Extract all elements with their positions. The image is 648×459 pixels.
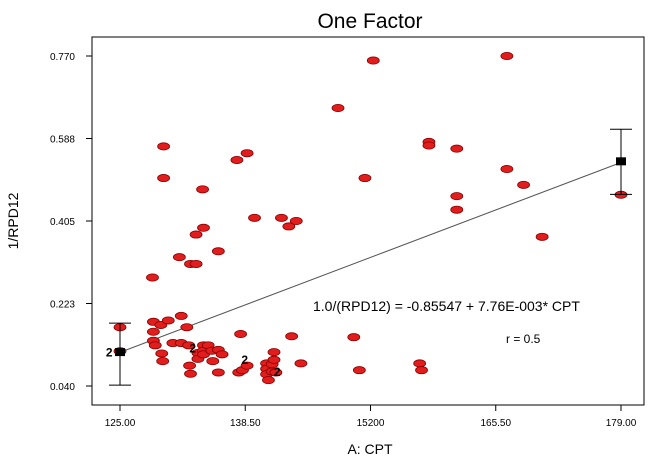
data-point (289, 216, 303, 225)
y-axis-ticks: 0.040 0.223 0.405 0.588 0.770 (50, 52, 92, 393)
data-point (184, 369, 197, 378)
data-point (366, 56, 380, 65)
data-point (146, 327, 160, 336)
y-tick-label: 0.040 (50, 382, 75, 393)
data-point (206, 357, 220, 366)
x-axis-ticks: 125.00 138.50 15200 165.50 179.00 (105, 405, 637, 429)
data-point (358, 174, 372, 183)
data-point (267, 348, 281, 357)
x-tick-label: 138.50 (230, 418, 261, 429)
data-point (172, 253, 186, 262)
x-tick-label: 15200 (357, 418, 385, 429)
data-point (500, 165, 514, 174)
data-point (347, 333, 361, 342)
data-point (240, 361, 254, 370)
data-point (189, 259, 203, 268)
data-point (148, 341, 162, 350)
data-points (113, 52, 628, 385)
data-point (197, 223, 210, 232)
data-point (413, 359, 427, 368)
y-tick-label: 0.223 (50, 300, 75, 311)
x-axis-label: A: CPT (347, 441, 393, 457)
y-axis-label: 1/RPD12 (5, 192, 21, 249)
data-point (211, 247, 225, 256)
data-point (183, 361, 196, 370)
r-label: r = 0.5 (506, 332, 541, 346)
data-point (517, 180, 530, 189)
data-point (422, 141, 436, 150)
data-point (157, 174, 171, 183)
data-point (500, 52, 514, 61)
data-point (234, 330, 248, 339)
data-point (180, 323, 194, 332)
end-means (109, 128, 632, 386)
data-point (196, 185, 209, 194)
equation-label: 1.0/(RPD12) = -0.85547 + 7.76E-003* CPT (313, 298, 580, 314)
fit-line (119, 162, 622, 353)
data-point (450, 192, 464, 201)
data-point (282, 222, 296, 231)
data-point (294, 359, 308, 368)
data-point (248, 213, 261, 222)
data-point (182, 341, 196, 350)
data-point (535, 232, 549, 241)
mean-marker (616, 157, 626, 166)
data-point (415, 366, 428, 375)
data-point (146, 273, 159, 282)
data-point (275, 213, 288, 222)
count-label: 2 (241, 353, 248, 367)
mean-marker (115, 348, 125, 357)
y-tick-label: 0.588 (50, 135, 75, 146)
data-point (450, 205, 464, 214)
data-point (156, 357, 170, 366)
data-point (189, 230, 203, 239)
count-labels: 2 2 2 2 (106, 341, 281, 379)
y-tick-label: 0.770 (50, 52, 75, 63)
data-point (450, 144, 464, 153)
data-point (267, 355, 281, 364)
x-tick-label: 165.50 (480, 418, 511, 429)
data-point (157, 142, 171, 151)
data-point (230, 155, 244, 164)
data-point (269, 368, 283, 377)
data-point (331, 103, 345, 112)
data-point (285, 332, 299, 341)
data-point (240, 149, 254, 158)
x-tick-label: 125.00 (105, 418, 136, 429)
data-point (262, 376, 275, 385)
data-point (174, 311, 188, 320)
chart-title: One Factor (317, 10, 422, 33)
fit-line-group (119, 162, 622, 353)
data-point (155, 349, 169, 358)
data-point (161, 316, 175, 325)
y-tick-label: 0.405 (50, 217, 75, 228)
data-point (352, 366, 366, 375)
count-label: 2 (274, 365, 281, 379)
data-point (215, 350, 229, 359)
count-label: 2 (189, 341, 196, 355)
x-tick-label: 179.00 (606, 418, 637, 429)
data-point (211, 368, 225, 377)
count-label: 2 (106, 346, 113, 360)
